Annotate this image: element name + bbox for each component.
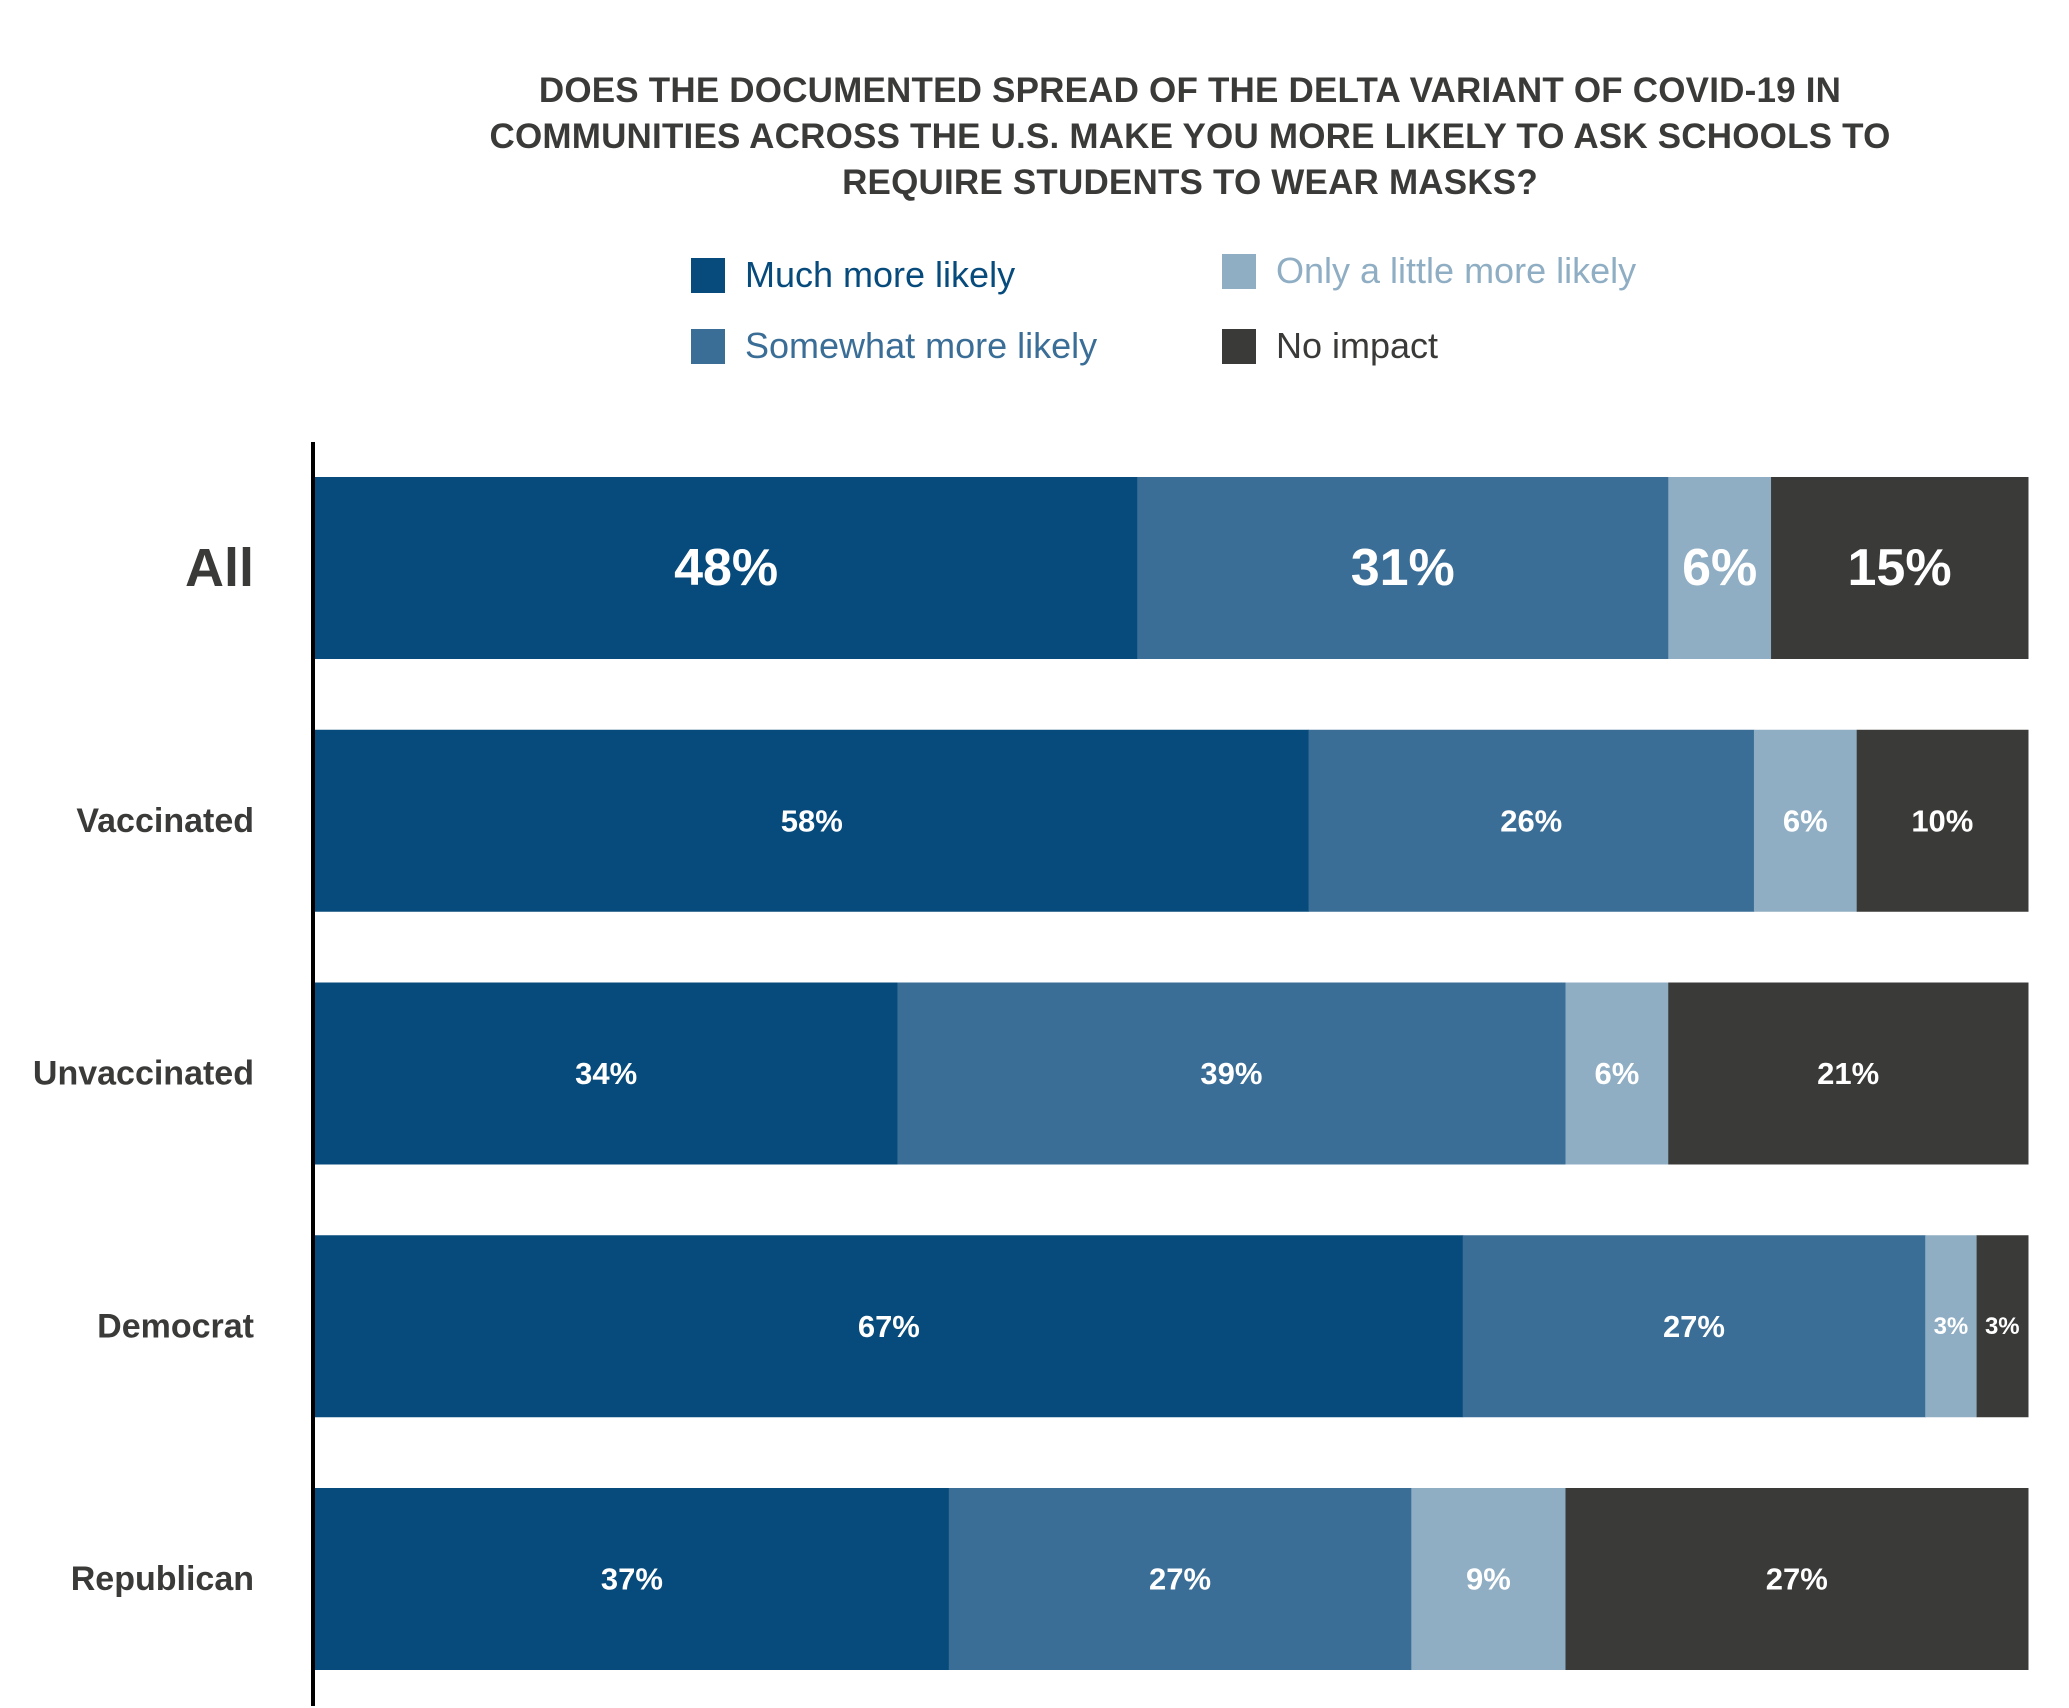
data-label: 15% [1847, 539, 1951, 597]
data-label: 48% [674, 539, 778, 597]
bar-segment [897, 982, 1566, 1165]
bar-segment [1565, 1488, 2029, 1670]
legend-swatch-icon [1222, 253, 1256, 289]
chart-title-line: DOES THE DOCUMENTED SPREAD OF THE DELTA … [538, 71, 1842, 110]
legend-label: Much more likely [745, 254, 1016, 295]
bars-group: 48% 31% 6% 15%58% 26% 6% 10%34% 39% 6% 21%67% 27% 3… [315, 477, 2029, 1670]
legend-item-only-a-little-more-likely: Only a little more likely [1222, 253, 1636, 289]
data-label: 27% [1766, 1562, 1828, 1597]
bar-segment [1976, 1235, 2029, 1418]
legend-item-much-more-likely: Much more likely [691, 257, 1015, 293]
category-label: Republican [71, 1560, 254, 1598]
bar-segment [1753, 729, 1858, 912]
bar-segment [1137, 477, 1669, 659]
data-label: 27% [1149, 1562, 1211, 1597]
bar-segment [948, 1488, 1412, 1670]
data-label: 10% [1911, 803, 1973, 838]
data-label: 67% [858, 1309, 920, 1344]
legend-swatch-icon [1222, 328, 1256, 364]
bar-row-republican: 37% 27% 9% 27% [315, 1488, 2029, 1670]
row-labels-group: All Vaccinated Unvaccinated Democrat Republi… [33, 538, 254, 1598]
bar-segment [315, 729, 1310, 912]
bar-segment [1411, 1488, 1566, 1670]
bar-segment [1462, 1235, 1926, 1418]
chart-title: DOES THE DOCUMENTED SPREAD OF THE DELTA … [390, 68, 1990, 206]
bar-segment [1856, 729, 2029, 912]
data-label: 21% [1817, 1056, 1879, 1091]
category-label: All [185, 538, 254, 598]
bar-segment [1668, 477, 1772, 659]
bar-segment [1668, 982, 2029, 1165]
data-label: 3% [1934, 1313, 1969, 1340]
bar-row-vaccinated: 58% 26% 6% 10% [315, 729, 2029, 912]
data-label: 6% [1682, 539, 1757, 597]
legend-item-no-impact: No impact [1222, 328, 1438, 364]
data-label: 27% [1663, 1309, 1725, 1344]
bar-segment [1771, 477, 2029, 659]
legend-label: Only a little more likely [1276, 250, 1637, 291]
legend-label: Somewhat more likely [745, 325, 1098, 366]
chart-title-line: REQUIRE STUDENTS TO WEAR MASKS? [842, 163, 1538, 202]
bar-segment [1925, 1235, 1978, 1418]
bar-segment [315, 1235, 1464, 1418]
data-label: 9% [1466, 1562, 1511, 1597]
bar-row-all: 48% 31% 6% 15% [315, 477, 2029, 659]
data-label: 58% [781, 803, 843, 838]
data-label: 6% [1594, 1056, 1639, 1091]
bar-segment [315, 1488, 950, 1670]
data-label: 37% [601, 1562, 663, 1597]
category-label: Unvaccinated [33, 1055, 254, 1093]
bar-row-democrat: 67% 27% 3% 3% [315, 1235, 2029, 1418]
bar-segment [1308, 729, 1755, 912]
category-label: Democrat [97, 1307, 254, 1345]
data-label: 31% [1351, 539, 1455, 597]
data-label: 26% [1500, 803, 1562, 838]
data-label: 3% [1985, 1313, 2020, 1340]
legend-swatch-icon [691, 328, 725, 364]
legend-item-somewhat-more-likely: Somewhat more likely [691, 328, 1097, 364]
bar-segment [1565, 982, 1669, 1165]
data-label: 39% [1200, 1056, 1262, 1091]
bar-row-unvaccinated: 34% 39% 6% 21% [315, 982, 2029, 1165]
chart-title-line: COMMUNITIES ACROSS THE U.S. MAKE YOU MOR… [489, 117, 1891, 156]
data-label: 34% [575, 1056, 637, 1091]
legend-label: No impact [1276, 325, 1439, 366]
legend-swatch-icon [691, 257, 725, 293]
bar-segment [315, 982, 898, 1165]
category-label: Vaccinated [76, 802, 254, 840]
bar-segment [315, 477, 1138, 659]
data-label: 6% [1783, 803, 1828, 838]
